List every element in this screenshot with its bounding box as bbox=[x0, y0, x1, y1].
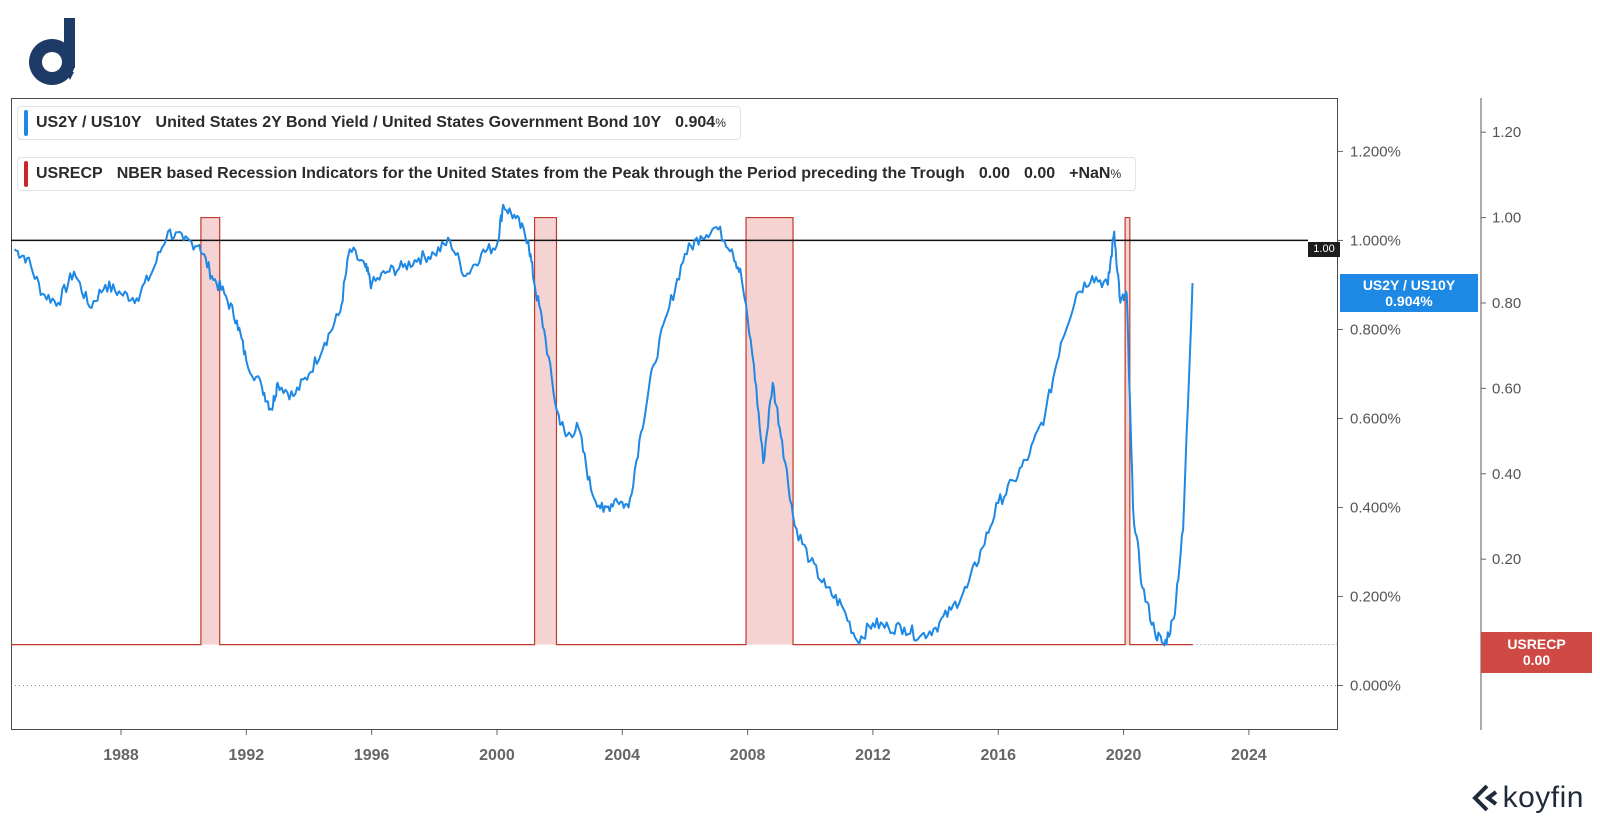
right-tick-label-4: 1.00 bbox=[1492, 210, 1521, 227]
spread-line bbox=[13, 203, 1194, 647]
x-tick-label-1: 1992 bbox=[229, 747, 265, 764]
x-tick-label-0: 1988 bbox=[103, 747, 139, 764]
x-tick-label-3: 2000 bbox=[479, 747, 515, 764]
recession-shade-1 bbox=[200, 217, 220, 645]
x-tick-label-6: 2012 bbox=[855, 747, 891, 764]
legend-recession[interactable]: USRECP NBER based Recession Indicators f… bbox=[17, 157, 1137, 191]
right-tick-label-1: 0.40 bbox=[1492, 466, 1521, 483]
brand-logo bbox=[29, 18, 75, 85]
legend-spread-swatch bbox=[24, 110, 28, 136]
legend-recession-value1: 0.00 bbox=[978, 165, 1010, 182]
recession-last-value-tag: USRECP 0.00 bbox=[1481, 632, 1592, 673]
spread-tag-value: 0.904% bbox=[1385, 293, 1433, 309]
x-tick-label-7: 2016 bbox=[980, 747, 1016, 764]
reference-line-tag: 1.00 bbox=[1308, 242, 1340, 257]
chart-frame bbox=[11, 98, 1338, 730]
right-tick-label-5: 1.20 bbox=[1492, 124, 1521, 141]
koyfin-wordmark: koyfin bbox=[1502, 781, 1584, 814]
recession-tag-ticker: USRECP bbox=[1507, 636, 1566, 652]
left-tick-label-4: 0.800% bbox=[1350, 321, 1401, 338]
recession-shade-3 bbox=[746, 217, 794, 645]
x-tick-label-4: 2004 bbox=[604, 747, 640, 764]
legend-recession-change: +NaN bbox=[1069, 165, 1111, 182]
right-tick-label-0: 0.20 bbox=[1492, 551, 1521, 568]
legend-spread[interactable]: US2Y / US10Y United States 2Y Bond Yield… bbox=[17, 106, 741, 140]
legend-spread-unit: % bbox=[715, 116, 726, 130]
reference-layer bbox=[11, 239, 1338, 686]
legend-recession-swatch bbox=[24, 161, 28, 187]
recession-series bbox=[11, 216, 1338, 646]
koyfin-brand: koyfin bbox=[1469, 781, 1584, 815]
legend-recession-unit: % bbox=[1110, 167, 1122, 181]
koyfin-logo-icon bbox=[1471, 784, 1497, 812]
left-tick-label-1: 0.200% bbox=[1350, 588, 1401, 605]
recession-shade-2 bbox=[534, 217, 557, 645]
spread-series bbox=[13, 203, 1194, 647]
legend-recession-value2: 0.00 bbox=[1023, 165, 1056, 182]
right-axis: 0.20 0.40 0.60 0.80 1.00 1.20 bbox=[1480, 98, 1521, 730]
legend-spread-value: 0.904 bbox=[675, 114, 716, 131]
left-tick-label-5: 1.000% bbox=[1350, 232, 1401, 249]
left-tick-label-6: 1.200% bbox=[1350, 143, 1401, 160]
right-tick-label-3: 0.80 bbox=[1492, 295, 1521, 312]
legend-recession-name: NBER based Recession Indicators for the … bbox=[116, 165, 965, 182]
legend-spread-name: United States 2Y Bond Yield / United Sta… bbox=[155, 114, 662, 131]
recession-tag-value: 0.00 bbox=[1522, 652, 1551, 668]
left-tick-label-2: 0.400% bbox=[1350, 499, 1401, 516]
x-tick-label-9: 2024 bbox=[1231, 747, 1267, 764]
reference-tag-value: 1.00 bbox=[1313, 243, 1335, 255]
legend-recession-ticker: USRECP bbox=[36, 165, 103, 182]
recession-shade-4 bbox=[1125, 217, 1130, 645]
x-tick-label-8: 2020 bbox=[1106, 747, 1142, 764]
x-tick-label-2: 1996 bbox=[354, 747, 390, 764]
left-tick-label-0: 0.000% bbox=[1350, 677, 1401, 694]
spread-last-value-tag: US2Y / US10Y 0.904% bbox=[1340, 274, 1478, 312]
x-axis: 1988 1992 1996 2000 2004 2008 2012 2016 2020 2024 bbox=[103, 730, 1267, 764]
left-tick-label-3: 0.600% bbox=[1350, 410, 1401, 427]
left-axis: 0.000% 0.200% 0.400% 0.600% 0.800% 1.000% 1.20… bbox=[1338, 143, 1401, 694]
right-tick-label-2: 0.60 bbox=[1492, 380, 1521, 397]
recession-line bbox=[11, 216, 1193, 646]
x-tick-label-5: 2008 bbox=[730, 747, 766, 764]
spread-tag-ticker: US2Y / US10Y bbox=[1362, 277, 1456, 293]
legend-spread-ticker: US2Y / US10Y bbox=[36, 114, 142, 131]
